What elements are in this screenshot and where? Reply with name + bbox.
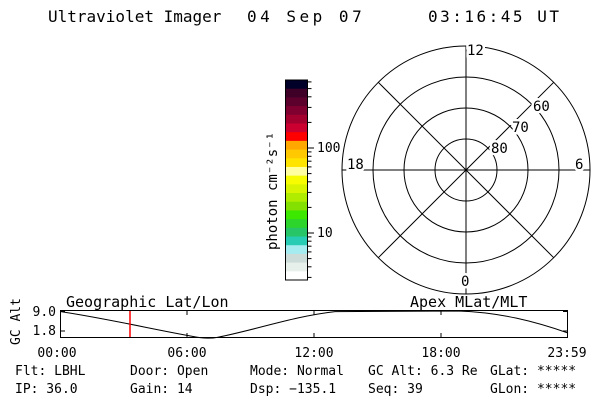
status-dsp: Dsp: −135.1 — [250, 382, 337, 397]
colorbar-band — [285, 114, 308, 125]
strip-chart-y-axis-label: GC Alt — [9, 298, 24, 345]
colorbar-gradient — [285, 80, 308, 281]
x-tick-label-2359: 23:59 — [547, 346, 586, 361]
x-tick-label-1200: 12:00 — [294, 346, 333, 361]
colorbar-band — [285, 149, 308, 159]
colorbar-band — [285, 210, 308, 220]
colorbar-band — [285, 80, 308, 90]
polar-mlt-label-6: 6 — [575, 157, 583, 173]
colorbar-band — [285, 201, 308, 212]
header-time: 03:16:45 UT — [428, 7, 562, 26]
status-door: Door: Open — [130, 364, 209, 379]
status-mode: Mode: Normal — [250, 364, 344, 379]
polar-spoke-nw-se — [377, 81, 555, 259]
y-tick-label-9: 9.0 — [33, 305, 56, 320]
colorbar-band — [285, 88, 308, 98]
colorbar-band — [285, 175, 308, 185]
colorbar-band — [285, 262, 308, 272]
x-tick-label-0600: 06:00 — [167, 346, 206, 361]
colorbar-tick-label-10: 10 — [317, 226, 333, 241]
strip-chart-right-title: Apex MLat/MLT — [410, 293, 527, 311]
colorbar-band — [285, 236, 308, 246]
status-flt: Flt: LBHL — [15, 364, 86, 379]
colorbar-band — [285, 219, 308, 229]
polar-lat-label-70: 70 — [512, 120, 529, 136]
strip-chart-left-title: Geographic Lat/Lon — [66, 293, 229, 311]
status-glat: GLat: ***** — [490, 364, 577, 379]
header-date: 04 Sep 07 — [247, 7, 366, 26]
y-tick-label-1-8: 1.8 — [33, 324, 56, 339]
status-ip: IP: 36.0 — [15, 382, 78, 397]
colorbar-band — [285, 106, 308, 116]
polar-mlt-label-12: 12 — [467, 43, 484, 59]
status-gc-alt: GC Alt: 6.3 Re — [368, 364, 478, 379]
polar-lat-label-80: 80 — [491, 141, 508, 157]
colorbar-band — [285, 166, 308, 177]
gc-alt-curve — [59, 310, 569, 339]
colorbar-band — [285, 97, 308, 107]
status-gain: Gain: 14 — [130, 382, 193, 397]
polar-lat-label-60: 60 — [533, 99, 550, 115]
x-tick-label-0000: 00:00 — [37, 346, 76, 361]
status-glon: GLon: ***** — [490, 382, 577, 397]
colorbar-band — [285, 227, 308, 238]
colorbar-band — [285, 140, 308, 151]
polar-mlt-label-0: 0 — [461, 274, 469, 290]
colorbar-tick-label-100: 100 — [317, 141, 340, 156]
colorbar-band — [285, 193, 308, 203]
colorbar-border — [285, 79, 308, 281]
colorbar-band — [285, 123, 308, 133]
x-tick-label-1800: 18:00 — [421, 346, 460, 361]
colorbar-band — [285, 158, 308, 168]
colorbar-band — [285, 245, 308, 255]
status-seq: Seq: 39 — [368, 382, 423, 397]
polar-mlt-label-18: 18 — [347, 157, 364, 173]
app-title: Ultraviolet Imager — [48, 7, 222, 26]
polar-grid — [341, 45, 591, 295]
colorbar-axis-label: photon cm⁻²s⁻¹ — [265, 132, 281, 250]
colorbar-band — [285, 184, 308, 194]
colorbar-band — [285, 253, 308, 264]
colorbar-minor-ticks — [307, 81, 312, 278]
colorbar-band — [285, 271, 308, 281]
colorbar-band — [285, 132, 308, 142]
